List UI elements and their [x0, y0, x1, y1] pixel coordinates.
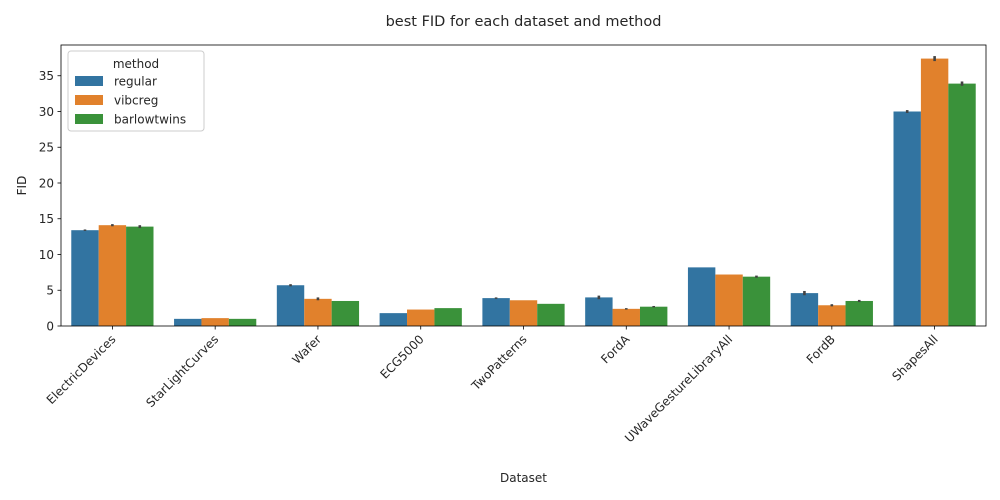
chart-title: best FID for each dataset and method	[386, 14, 662, 30]
y-tick-label: 25	[39, 141, 54, 155]
bar-vibcreg-ECG5000	[407, 309, 435, 326]
y-tick-label: 0	[46, 319, 54, 333]
bar-regular-Wafer	[276, 285, 305, 326]
legend-label-barlowtwins: barlowtwins	[114, 113, 186, 127]
y-tick-label: 35	[39, 69, 54, 83]
x-axis-title: Dataset	[500, 471, 547, 485]
bar-barlowtwins-ElectricDevices	[126, 226, 154, 326]
bar-regular-ECG5000	[379, 313, 408, 326]
y-axis-title: FID	[15, 176, 29, 196]
bar-barlowtwins-FordA	[639, 306, 668, 326]
bar-vibcreg-StarLightCurves	[201, 318, 229, 326]
bar-vibcreg-FordB	[818, 305, 846, 326]
legend: method regular vibcreg barlowtwins	[67, 50, 205, 132]
bar-vibcreg-FordA	[612, 308, 640, 326]
y-ticks-group: 0 5 10 15 20 25 30 35	[39, 69, 61, 333]
bar-vibcreg-UWaveGestureLibraryAll	[715, 274, 743, 326]
legend-label-regular: regular	[114, 75, 157, 89]
bar-barlowtwins-FordB	[845, 300, 873, 326]
legend-box	[67, 50, 205, 132]
y-tick-label: 20	[39, 176, 54, 190]
bar-barlowtwins-TwoPatterns	[537, 303, 565, 326]
bar-vibcreg-ShapesAll	[920, 58, 949, 327]
y-tick-label: 10	[39, 248, 54, 262]
bar-vibcreg-ElectricDevices	[98, 225, 127, 326]
legend-swatch-vibcreg	[75, 95, 103, 105]
legend-title: method	[113, 57, 159, 71]
legend-label-vibcreg: vibcreg	[114, 94, 158, 108]
y-tick-label: 15	[39, 212, 54, 226]
bar-regular-ShapesAll	[893, 111, 921, 326]
y-tick-label: 5	[46, 284, 54, 298]
bar-barlowtwins-StarLightCurves	[228, 318, 257, 326]
bar-vibcreg-Wafer	[304, 298, 332, 326]
bar-barlowtwins-UWaveGestureLibraryAll	[742, 276, 771, 326]
bar-vibcreg-TwoPatterns	[509, 300, 538, 326]
bar-regular-FordA	[585, 297, 613, 326]
legend-swatch-regular	[75, 76, 103, 86]
error-bars-group	[83, 56, 964, 310]
bar-barlowtwins-ECG5000	[434, 308, 462, 326]
bar-regular-FordB	[790, 293, 819, 326]
bar-regular-StarLightCurves	[174, 318, 202, 326]
bar-regular-UWaveGestureLibraryAll	[687, 267, 716, 326]
bar-regular-TwoPatterns	[482, 298, 510, 326]
bar-barlowtwins-Wafer	[331, 300, 360, 326]
y-tick-label: 30	[39, 105, 54, 119]
bar-regular-ElectricDevices	[71, 230, 99, 326]
legend-swatch-barlowtwins	[75, 114, 103, 124]
bars-group	[71, 58, 976, 327]
bar-barlowtwins-ShapesAll	[948, 83, 976, 326]
